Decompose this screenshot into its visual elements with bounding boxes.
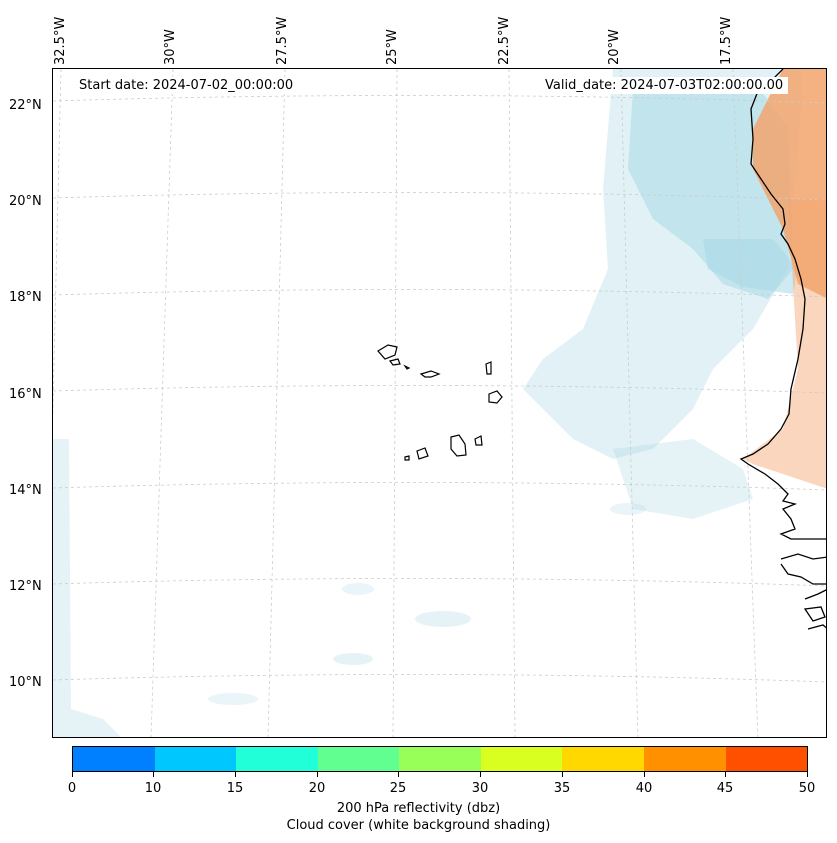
lat-label-20n: 20°N [9, 194, 42, 209]
reflectivity-coast-band [743, 199, 826, 489]
colorbar-tick-label: 20 [308, 781, 326, 796]
gridline-lon-20w [620, 69, 639, 737]
lat-label-12n: 12°N [9, 579, 42, 594]
coastline-layer [739, 69, 826, 630]
colorbar-subtitle: Cloud cover (white background shading) [286, 818, 551, 833]
colorbar-tick [725, 772, 726, 777]
lon-label-25w: 25°W [385, 29, 400, 65]
gridline-lon-25w [392, 69, 398, 737]
colorbar-segment-40-45 [643, 747, 726, 771]
gridline-lon-17-5w [732, 69, 759, 737]
cloud-region-west-strip [53, 439, 121, 737]
lon-label-30w: 30°W [163, 29, 178, 65]
cloud-cover-layer [53, 69, 801, 737]
colorbar-segment-10-15 [154, 747, 237, 771]
colorbar-title: 200 hPa reflectivity (dbz) [336, 801, 501, 816]
map-canvas [53, 69, 826, 737]
reflectivity-layer [743, 69, 826, 489]
colorbar-segment-15-20 [236, 747, 318, 771]
colorbar-tick-label: 50 [798, 781, 816, 796]
lat-label-22n: 22°N [9, 98, 42, 113]
lon-label-22-5w: 22.5°W [497, 16, 512, 65]
colorbar-tick [72, 772, 73, 777]
colorbar-tick [153, 772, 154, 777]
colorbar-tick-label: 10 [144, 781, 162, 796]
colorbar-tick-label: 45 [716, 781, 734, 796]
cloud-patch-5 [342, 583, 374, 595]
colorbar-segment-25-30 [399, 747, 481, 771]
graticule [53, 69, 826, 737]
lon-label-17-5w: 17.5°W [719, 16, 734, 65]
colorbar-tick [644, 772, 645, 777]
colorbar-segment-45-50 [725, 747, 808, 771]
map-panel [52, 68, 827, 738]
island-brava [404, 455, 410, 461]
colorbar-tick-label: 0 [67, 781, 77, 796]
lat-label-14n: 14°N [9, 483, 42, 498]
colorbar-tick-label: 15 [226, 781, 244, 796]
gridline-lat-20n [53, 192, 826, 201]
cloud-patch-1 [415, 611, 471, 627]
bijagos-coast [804, 589, 826, 600]
lat-label-18n: 18°N [9, 290, 42, 305]
guinea-coast-south [807, 624, 826, 630]
valid-date-label: Valid_date: 2024-07-03T02:00:00.00 [540, 77, 789, 94]
gridline-lat-14n [53, 482, 826, 491]
gridline-lat-22n [53, 95, 826, 104]
start-date-label: Start date: 2024-07-02_00:00:00 [74, 77, 299, 94]
guinea-bissau-coast [780, 563, 826, 585]
colorbar-tick [480, 772, 481, 777]
colorbar [72, 746, 808, 772]
gridline-lat-12n [53, 578, 826, 587]
reflectivity-north [753, 69, 826, 298]
cloud-patch-3 [208, 693, 258, 705]
island-maio [474, 435, 483, 446]
island-boa-vista [488, 390, 503, 404]
colorbar-tick [235, 772, 236, 777]
island-santo-antao [377, 344, 398, 360]
colorbar-segment-20-25 [317, 747, 400, 771]
gridline-lat-16n [53, 385, 826, 394]
cloud-region-south [613, 439, 753, 519]
island-santiago [450, 434, 467, 457]
lon-label-20w: 20°W [607, 29, 622, 65]
island-sao-nicolau [419, 370, 441, 378]
colorbar-segment-30-35 [480, 747, 563, 771]
lat-label-10n: 10°N [9, 675, 42, 690]
gridline-lon-30w [150, 69, 174, 737]
colorbar-segment-35-40 [562, 747, 644, 771]
colorbar-tick-label: 40 [635, 781, 653, 796]
colorbar-tick-label: 35 [553, 781, 571, 796]
lat-label-16n: 16°N [9, 387, 42, 402]
colorbar-tick [562, 772, 563, 777]
gridline-lat-10n [53, 674, 826, 683]
colorbar-tick-label: 30 [471, 781, 489, 796]
gambia-river [780, 553, 826, 560]
island-sal [485, 361, 492, 375]
cloud-patch-2 [333, 653, 373, 665]
colorbar-tick [317, 772, 318, 777]
gridline-lat-18n [53, 289, 826, 298]
island-fogo [416, 447, 429, 460]
colorbar-tick-label: 25 [389, 781, 407, 796]
colorbar-segment-0-10 [73, 747, 155, 771]
gridline-lon-27-5w [267, 69, 286, 737]
colorbar-tick [398, 772, 399, 777]
colorbar-tick [807, 772, 808, 777]
lon-label-27-5w: 27.5°W [275, 16, 290, 65]
guinea-islands [803, 606, 826, 622]
island-sao-vicente [388, 358, 401, 366]
cloud-region-dense [703, 239, 798, 294]
african-coastline [739, 69, 826, 540]
cloud-patch-4 [610, 503, 646, 515]
gridline-lon-22-5w [508, 69, 516, 737]
lon-label-32-5w: 32.5°W [53, 16, 68, 65]
cape-verde-islands [377, 344, 503, 461]
island-santa-luzia [403, 364, 411, 370]
